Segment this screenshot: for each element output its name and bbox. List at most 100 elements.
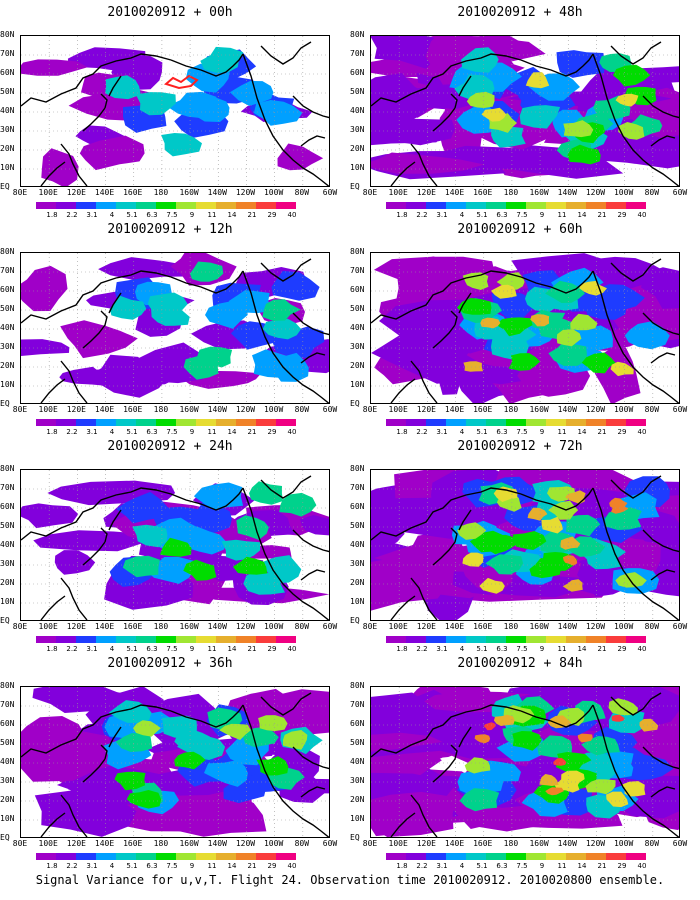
- latitude-label: EQ: [350, 616, 360, 625]
- variance-contour: [133, 720, 161, 737]
- colorbar-swatch: [236, 636, 256, 643]
- variance-contour: [108, 700, 152, 723]
- colorbar-label: 2.2: [416, 645, 428, 653]
- colorbar-swatch: [586, 202, 606, 209]
- colorbar-swatch: [626, 419, 646, 426]
- colorbar-swatch: [236, 202, 256, 209]
- longitude-label: 140E: [444, 839, 465, 848]
- longitude-label: 80W: [644, 622, 660, 631]
- colorbar-label: 14: [227, 428, 237, 436]
- longitude-label: 160W: [529, 622, 549, 631]
- colorbar-swatch: [216, 202, 236, 209]
- coastline: [432, 527, 458, 566]
- coastline: [592, 53, 679, 186]
- coastline: [650, 135, 676, 147]
- colorbar-label: 29: [267, 211, 277, 219]
- latitude-label: 80N: [0, 247, 15, 256]
- colorbar-label: 40: [287, 428, 297, 436]
- longitude-label: 100W: [613, 188, 634, 197]
- colorbar-label: 2.2: [66, 428, 78, 436]
- coastline: [592, 704, 679, 837]
- variance-contour: [300, 515, 329, 536]
- longitude-label: 140W: [207, 188, 227, 197]
- longitude-label: 120W: [585, 622, 606, 631]
- colorbar-label: 6.3: [496, 428, 508, 436]
- longitude-label: 140E: [94, 405, 115, 414]
- colorbar-swatch: [586, 853, 606, 860]
- longitude-label: 160W: [179, 839, 199, 848]
- coastline: [170, 704, 244, 728]
- colorbar-swatch: [96, 853, 116, 860]
- colorbar-label: 29: [617, 862, 627, 870]
- colorbar-swatch: [446, 202, 466, 209]
- colorbar-swatch: [386, 853, 406, 860]
- map-plot-area: [20, 252, 330, 404]
- colorbar-label: 7.5: [166, 211, 178, 219]
- variance-contour: [612, 64, 651, 87]
- longitude-label: 100W: [613, 622, 634, 631]
- colorbar-swatch: [586, 636, 606, 643]
- colorbar-label: 40: [637, 862, 647, 870]
- variance-contour: [232, 556, 268, 575]
- colorbar-swatch: [56, 419, 76, 426]
- colorbar-swatch: [56, 202, 76, 209]
- latitude-label: 80N: [350, 247, 365, 256]
- colorbar-labels: 1.8 2.2 3.1 4 5.1 6.3 7.5 9 11 14 21 29 40: [36, 645, 296, 654]
- variance-contour: [545, 280, 585, 303]
- variance-contour: [512, 731, 542, 751]
- colorbar-swatch: [276, 853, 296, 860]
- colorbar-label: 1.8: [396, 645, 408, 653]
- colorbar-swatch: [116, 419, 136, 426]
- colorbar-label: 1.8: [396, 862, 408, 870]
- latitude-label: 60N: [350, 502, 365, 511]
- longitude-label: 120E: [416, 622, 436, 631]
- map-plot-area: [370, 469, 680, 621]
- latitude-label: 70N: [350, 266, 365, 275]
- longitude-label: 100E: [38, 622, 58, 631]
- longitude-label: 120E: [66, 839, 86, 848]
- map-panel: 2010020912 + 48h 80N 70N 60N 50N 40N 30N 20N 10N…: [350, 5, 690, 220]
- longitude-label: 100E: [388, 622, 408, 631]
- longitude-label: 140W: [207, 622, 227, 631]
- coastline: [300, 135, 326, 147]
- variance-contour: [183, 559, 217, 581]
- coastline: [520, 53, 594, 77]
- variance-contour: [560, 536, 581, 550]
- longitude-label: 120W: [235, 839, 256, 848]
- variance-contour: [228, 290, 273, 314]
- colorbar-swatch: [566, 636, 586, 643]
- coastline: [292, 746, 329, 770]
- variance-contour: [41, 148, 79, 186]
- variance-contour: [461, 47, 499, 73]
- longitude-label: 80W: [644, 839, 660, 848]
- longitude-label: 120E: [66, 188, 86, 197]
- longitude-label: 60W: [322, 622, 338, 631]
- coastline: [260, 475, 312, 499]
- map-panel: 2010020912 + 60h 80N 70N 60N 50N 40N 30N 20N 10N…: [350, 222, 690, 437]
- coastline: [260, 258, 312, 282]
- variance-contour: [21, 265, 68, 312]
- colorbar-label: 29: [267, 428, 277, 436]
- longitude-label: 60W: [322, 405, 338, 414]
- latitude-label: 30N: [0, 559, 15, 568]
- latitude-label: 60N: [0, 285, 15, 294]
- variance-contour: [485, 554, 524, 575]
- latitude-label: 50N: [0, 521, 15, 530]
- coastline: [40, 812, 66, 837]
- longitude-label: 120W: [235, 622, 256, 631]
- colorbar-swatch: [156, 419, 176, 426]
- latitude-label: 30N: [350, 125, 365, 134]
- longitude-label: 160W: [529, 405, 549, 414]
- colorbar-label: 4: [459, 211, 465, 219]
- colorbar-swatch: [56, 853, 76, 860]
- colorbar-swatch: [76, 853, 96, 860]
- colorbar-label: 2.2: [66, 645, 78, 653]
- variance-contour: [229, 80, 274, 106]
- colorbar-swatch: [466, 636, 486, 643]
- map-panel: 2010020912 + 36h 80N 70N 60N 50N 40N 30N 20N 10N…: [0, 656, 340, 871]
- colorbar-labels: 1.8 2.2 3.1 4 5.1 6.3 7.5 9 11 14 21 29 40: [386, 862, 646, 871]
- variance-contour: [611, 502, 629, 514]
- colorbar-swatch: [486, 853, 506, 860]
- colorbar-label: 14: [577, 645, 587, 653]
- coastline: [520, 270, 594, 294]
